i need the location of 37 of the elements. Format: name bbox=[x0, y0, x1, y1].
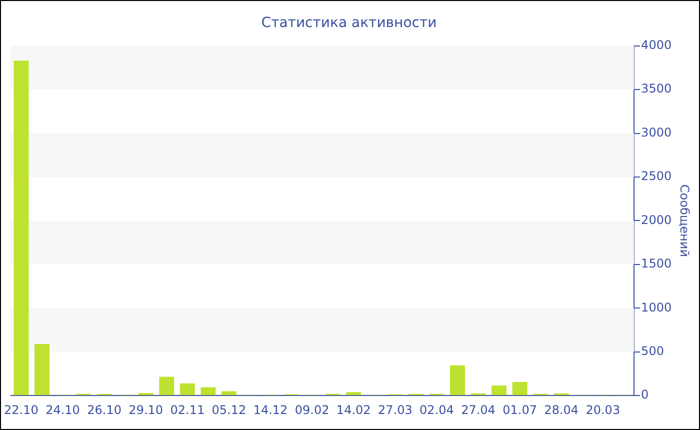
y-tick-label: 3000 bbox=[641, 125, 672, 140]
bar bbox=[492, 386, 507, 396]
bar bbox=[34, 344, 50, 396]
bar bbox=[200, 387, 216, 396]
x-tick-label: 24.10 bbox=[46, 402, 80, 417]
x-tick-label: 20.03 bbox=[586, 402, 620, 417]
bar bbox=[138, 392, 154, 396]
x-tick-label: 27.04 bbox=[461, 402, 496, 417]
y-tick-label: 3500 bbox=[641, 82, 672, 96]
y-tick-label: 1000 bbox=[641, 300, 672, 314]
x-tick-label: 26.10 bbox=[87, 402, 122, 417]
bar bbox=[346, 392, 362, 396]
x-tick-label: 01.07 bbox=[502, 402, 537, 417]
y-tick-label: 500 bbox=[641, 344, 664, 358]
y-axis-title: Сообщений bbox=[678, 184, 692, 257]
x-tick-label: 29.10 bbox=[128, 402, 164, 417]
x-tick-label: 09.02 bbox=[294, 402, 330, 417]
bar bbox=[14, 60, 29, 396]
x-tick-label: 02.04 bbox=[420, 402, 454, 417]
bar bbox=[221, 391, 236, 396]
y-tick-label: 4000 bbox=[641, 38, 672, 52]
bar bbox=[450, 365, 465, 396]
x-tick-label: 27.03 bbox=[378, 402, 412, 417]
bar bbox=[180, 383, 195, 396]
x-tick-label: 28.04 bbox=[544, 402, 579, 417]
bar bbox=[159, 376, 174, 396]
chart-title: Статистика активности bbox=[261, 15, 437, 32]
y-tick-label: 1500 bbox=[641, 256, 672, 271]
x-tick-label: 22.10 bbox=[4, 402, 38, 417]
bar bbox=[512, 382, 528, 396]
x-tick-label: 02.11 bbox=[170, 402, 205, 417]
x-tick-label: 14.02 bbox=[336, 402, 371, 417]
y-tick-label: 0 bbox=[641, 388, 649, 402]
x-tick-label: 05.12 bbox=[212, 402, 246, 417]
y-tick-label: 2500 bbox=[641, 169, 672, 184]
y-tick-label: 2000 bbox=[641, 212, 672, 227]
x-tick-label: 14.12 bbox=[253, 402, 288, 417]
